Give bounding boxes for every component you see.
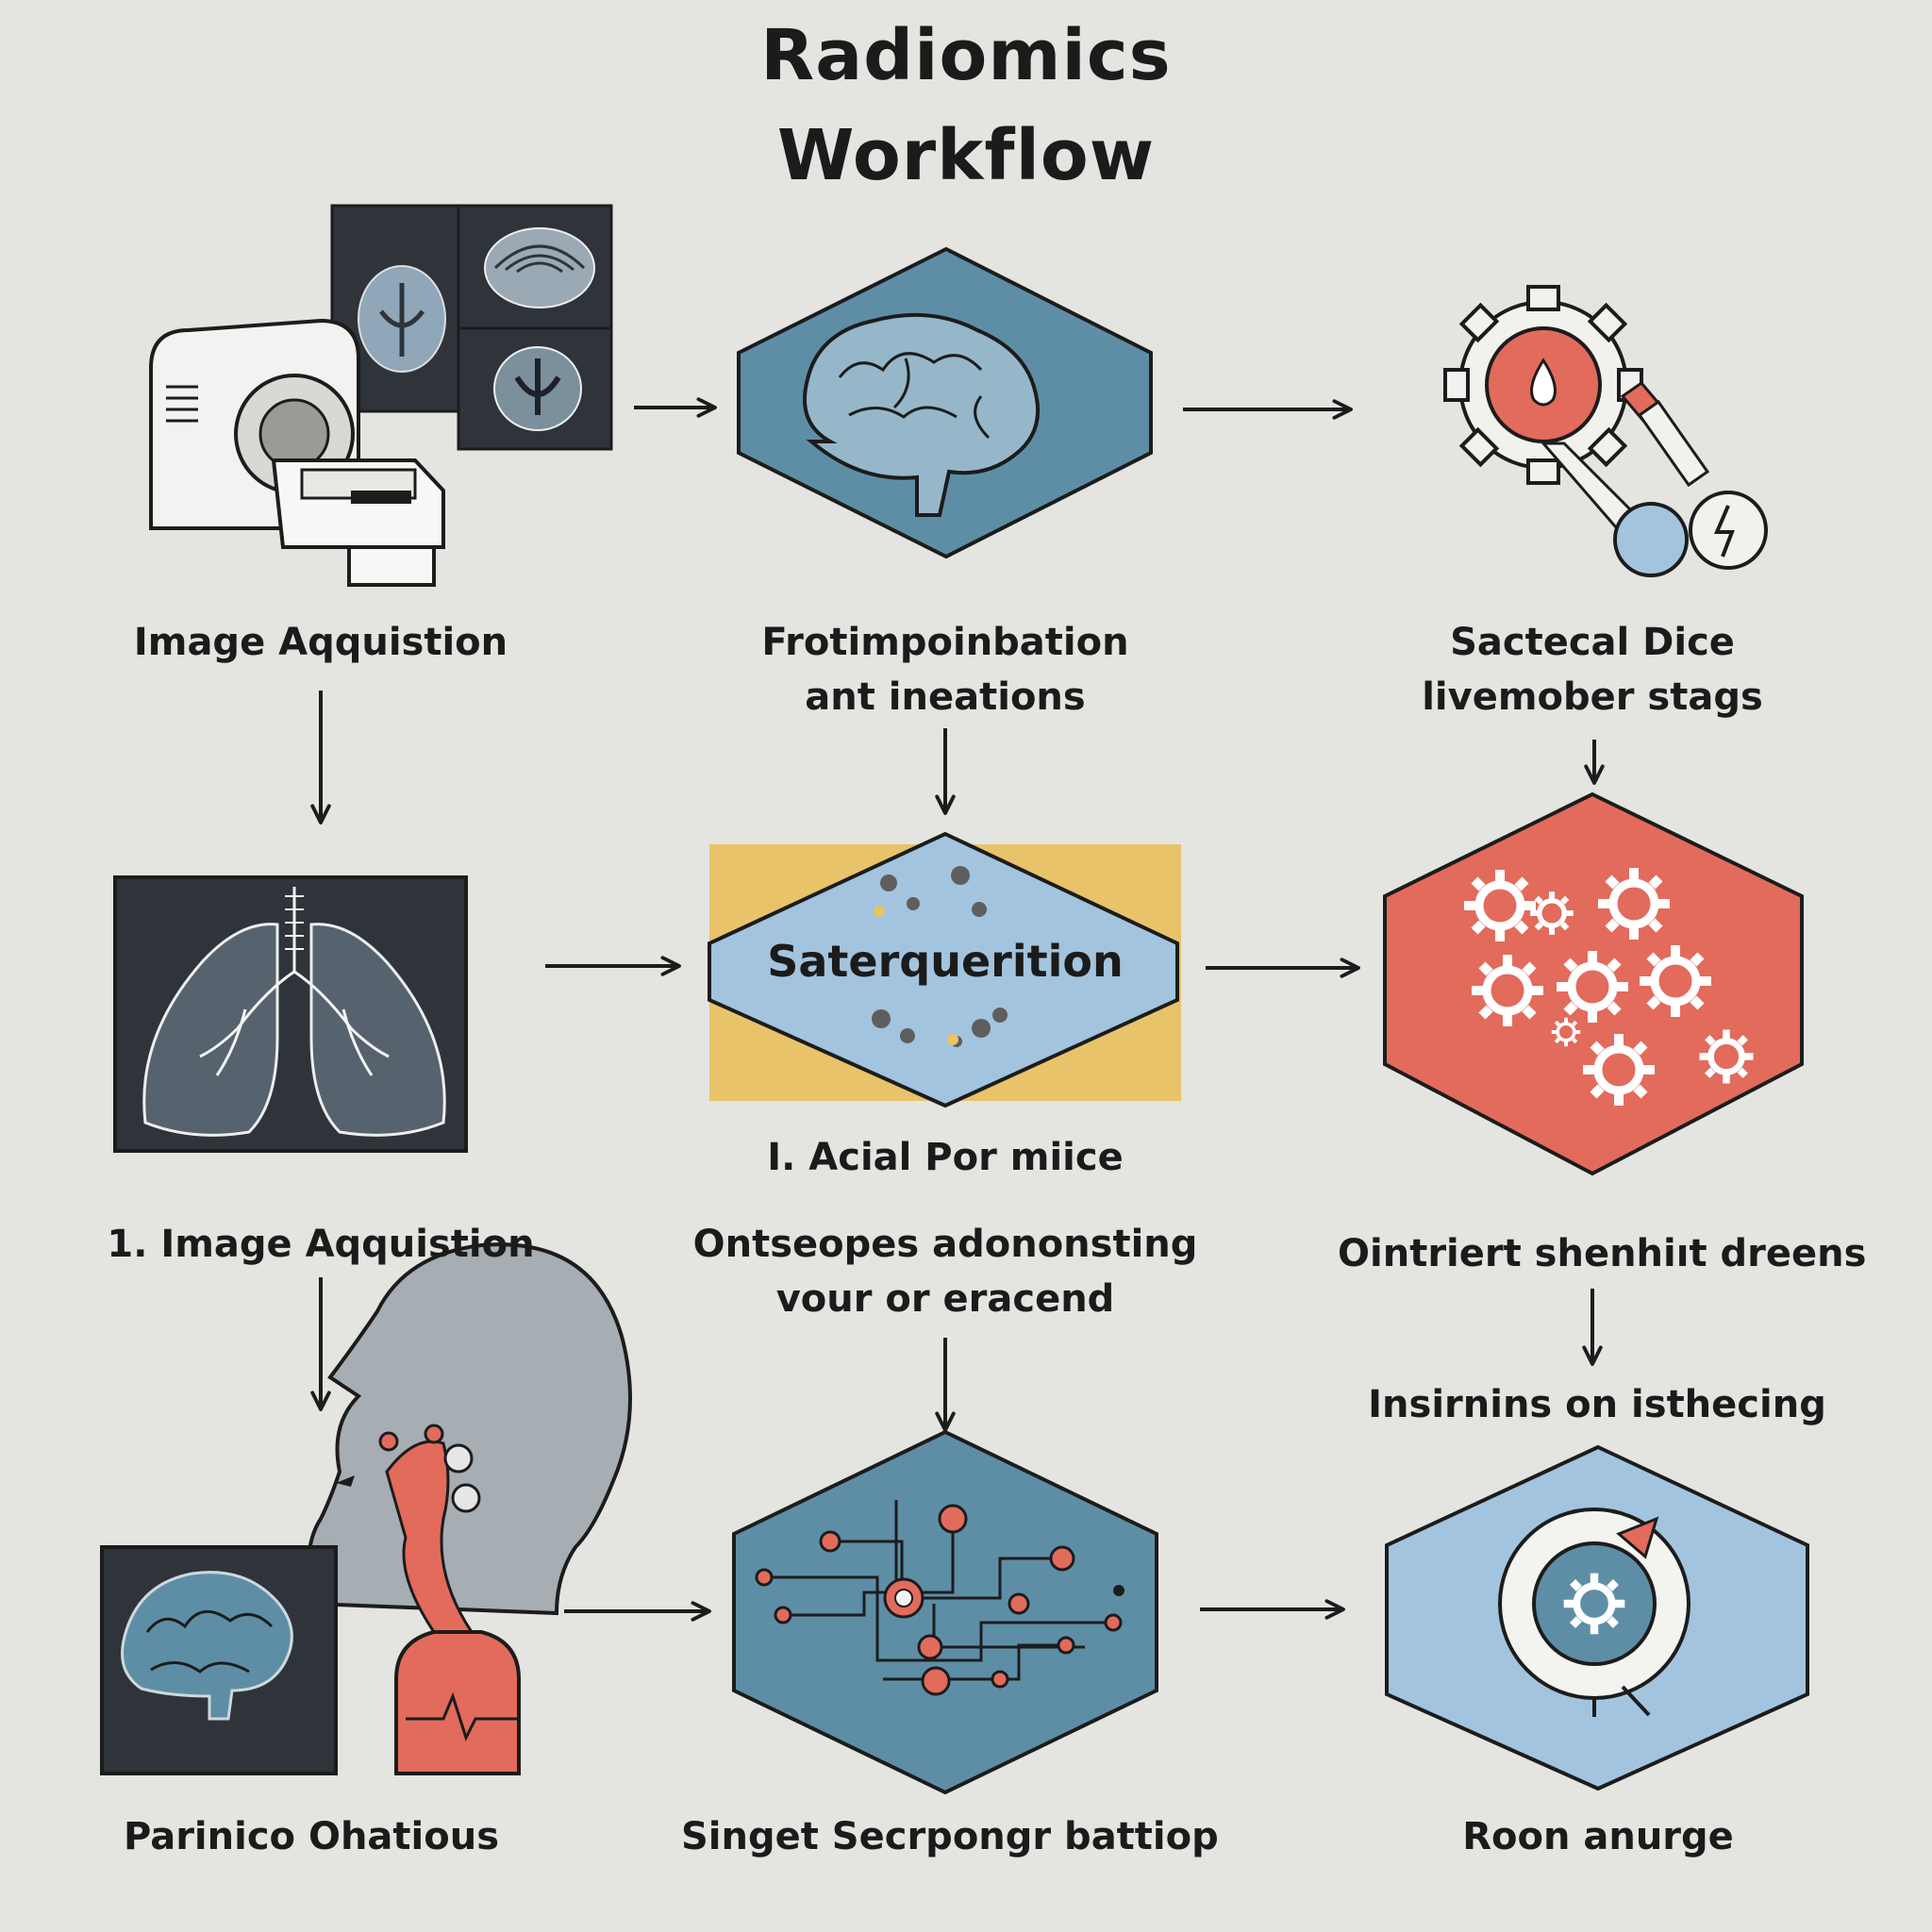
gear-settings-icon — [1443, 285, 1768, 577]
label-ointriert: Ointriert shenhiıt dreens — [1338, 1232, 1867, 1275]
label-ontseopes-line1: Ontseopes adononsting — [692, 1223, 1198, 1266]
label-ontseopes: Ontseopes adononsting vour or eracend — [691, 1217, 1200, 1326]
diagram-title-line2: Workflow — [776, 115, 1156, 196]
head-profile-icon — [100, 1242, 632, 1775]
brain-scan-icon — [737, 246, 1153, 559]
label-saterquerition: Saterquerition — [767, 936, 1124, 987]
saterquerition-block — [708, 831, 1181, 1108]
gears-cluster-icon — [1383, 791, 1804, 1176]
label-sactecal-dice-line2: livemober stags — [1422, 675, 1763, 719]
label-insirnins: Insirnins on isthecing — [1368, 1383, 1826, 1426]
circuit-network-icon — [732, 1429, 1158, 1795]
label-frotimpoinbation-line2: ant ineations — [805, 675, 1086, 719]
label-singet: Singet Secrpongr battiop — [681, 1815, 1219, 1858]
label-frotimpoinbation: Frotimpoinbation ant ineations — [709, 615, 1181, 724]
label-image-acquisition-numbered: 1. Image Aqquistion — [107, 1223, 535, 1266]
diagram-title-line1: Radiomics — [760, 15, 1172, 96]
label-image-acquisition: Image Aqquistion — [133, 621, 508, 664]
label-ontseopes-line2: vour or eracend — [775, 1277, 1115, 1321]
label-parinico: Parinico Ohatious — [123, 1815, 500, 1858]
label-sactecal-dice-line1: Sactecal Dice — [1450, 621, 1735, 664]
label-roon: Roon anurge — [1462, 1815, 1734, 1858]
lungs-xray-icon — [113, 875, 468, 1153]
mri-scanner-icon — [149, 204, 613, 587]
label-frotimpoinbation-line1: Frotimpoinbation — [761, 621, 1129, 664]
label-sactecal-dice: Sactecal Dice livemober stags — [1366, 615, 1819, 724]
target-gear-icon — [1385, 1444, 1809, 1791]
label-acial-pormiice: I. Acial Por miice — [767, 1136, 1124, 1179]
